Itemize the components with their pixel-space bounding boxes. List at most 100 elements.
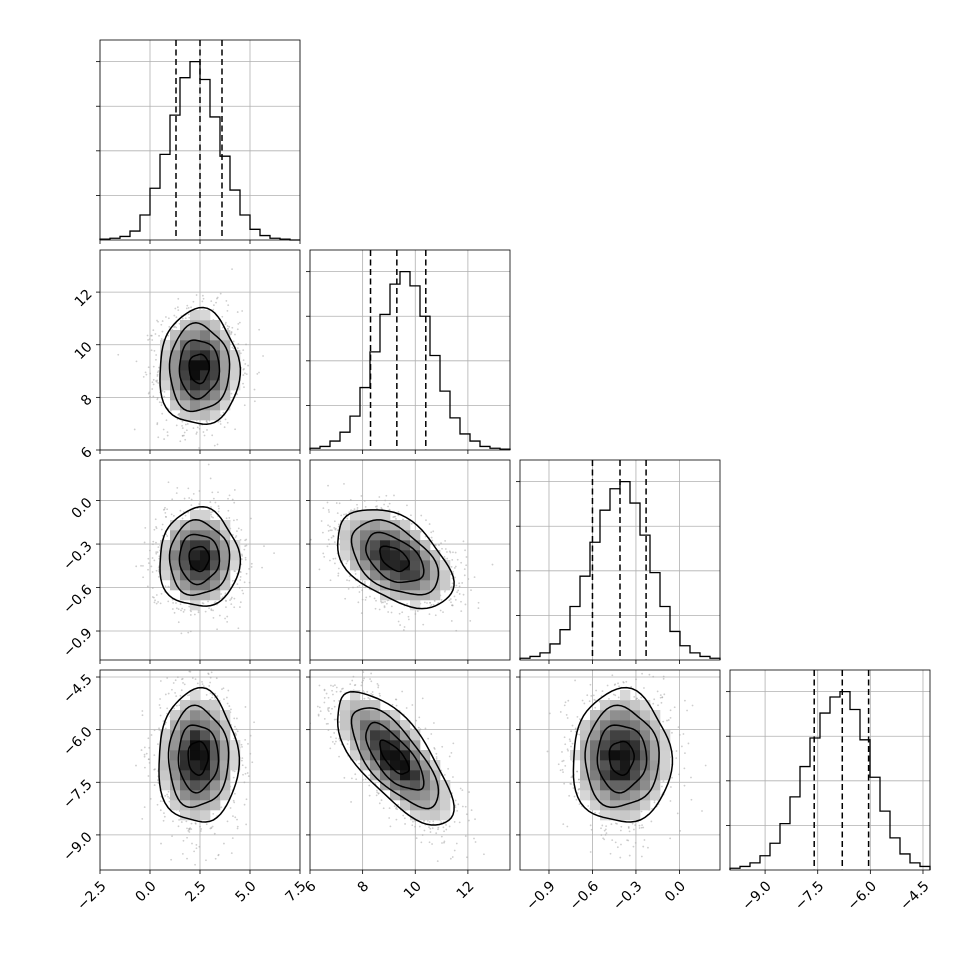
sample-point [150,334,153,337]
sample-point [144,371,147,374]
sample-point [568,738,571,741]
sample-point [224,418,227,421]
sample-point [586,694,589,697]
y-tick-label-p1-3: 12 [72,286,96,310]
sample-point [185,423,187,426]
sample-point [583,702,586,705]
density-cell [360,560,371,571]
sample-point [354,641,356,643]
sample-point [160,528,163,531]
sample-point [669,709,672,712]
sample-point [652,702,655,705]
density-cell [590,800,601,811]
density-cell [370,550,381,561]
density-cell [650,750,661,761]
sample-point [211,825,214,828]
sample-point [675,750,678,752]
density-cell [620,710,631,721]
sample-point [152,365,155,368]
density-panel-p2-p3 [520,670,720,870]
sample-point [347,587,350,590]
sample-point [193,613,196,616]
density-cell [350,710,361,721]
sample-point [375,499,378,502]
density-cell [190,730,201,741]
sample-point [174,692,176,694]
sample-point [175,607,178,610]
density-cell [160,760,171,771]
sample-point [256,373,259,375]
sample-point [156,375,159,377]
density-cell [210,730,221,741]
sample-point [159,714,162,717]
sample-point [192,427,195,430]
sample-point [234,428,236,431]
density-cell [380,560,391,571]
sample-point [412,820,414,823]
sample-point [202,297,205,300]
sample-point [149,372,152,375]
y-tick-label-p3-0: −9.0 [60,829,95,864]
sample-point [216,443,219,446]
density-cell [190,370,201,381]
density-cell [350,540,361,551]
density-cell [660,760,671,771]
sample-point [153,601,156,604]
density-cell [180,790,191,801]
sample-point [188,316,191,319]
sample-point [461,582,464,584]
sample-point [226,702,229,705]
sample-point [183,431,186,434]
sample-point [154,599,156,602]
density-cell [170,360,181,371]
sample-point [177,825,180,828]
sample-point [242,382,244,385]
sample-point [173,707,176,710]
sample-point [428,826,430,829]
sample-point [149,395,151,398]
sample-point [201,294,204,297]
density-cell [170,770,181,781]
density-cell [360,750,371,761]
sample-point [435,756,438,758]
density-cell [390,570,401,581]
sample-point [578,803,581,805]
density-cell [220,330,231,341]
density-cell [620,760,631,771]
sample-point [340,690,342,693]
sample-point [177,621,180,624]
density-cell [200,730,211,741]
density-cell [400,570,411,581]
density-cell [380,510,391,521]
sample-point [454,551,457,554]
sample-point [195,843,198,846]
sample-point [661,696,664,699]
sample-point [161,412,164,415]
sample-point [158,727,160,730]
sample-point [151,339,154,341]
sample-point [221,688,223,691]
y-tick-label-p2-2: −0.3 [60,538,95,573]
sample-point [363,500,366,502]
sample-point [386,602,388,605]
sample-point [450,601,452,604]
sample-point [224,592,227,595]
density-cell [180,530,191,541]
sample-point [451,856,454,858]
density-cell [210,780,221,791]
sample-point [225,454,227,456]
density-cell [430,560,441,571]
sample-point [454,565,457,568]
sample-point [233,570,236,572]
sample-point [407,615,410,618]
sample-point [643,687,645,689]
density-cell [600,750,611,761]
sample-point [210,506,212,508]
density-cell [200,590,211,601]
sample-point [362,689,365,692]
density-cell [220,770,231,781]
density-cell [230,560,241,571]
sample-point [455,842,458,845]
density-cell [420,780,431,791]
sample-point [212,616,215,619]
